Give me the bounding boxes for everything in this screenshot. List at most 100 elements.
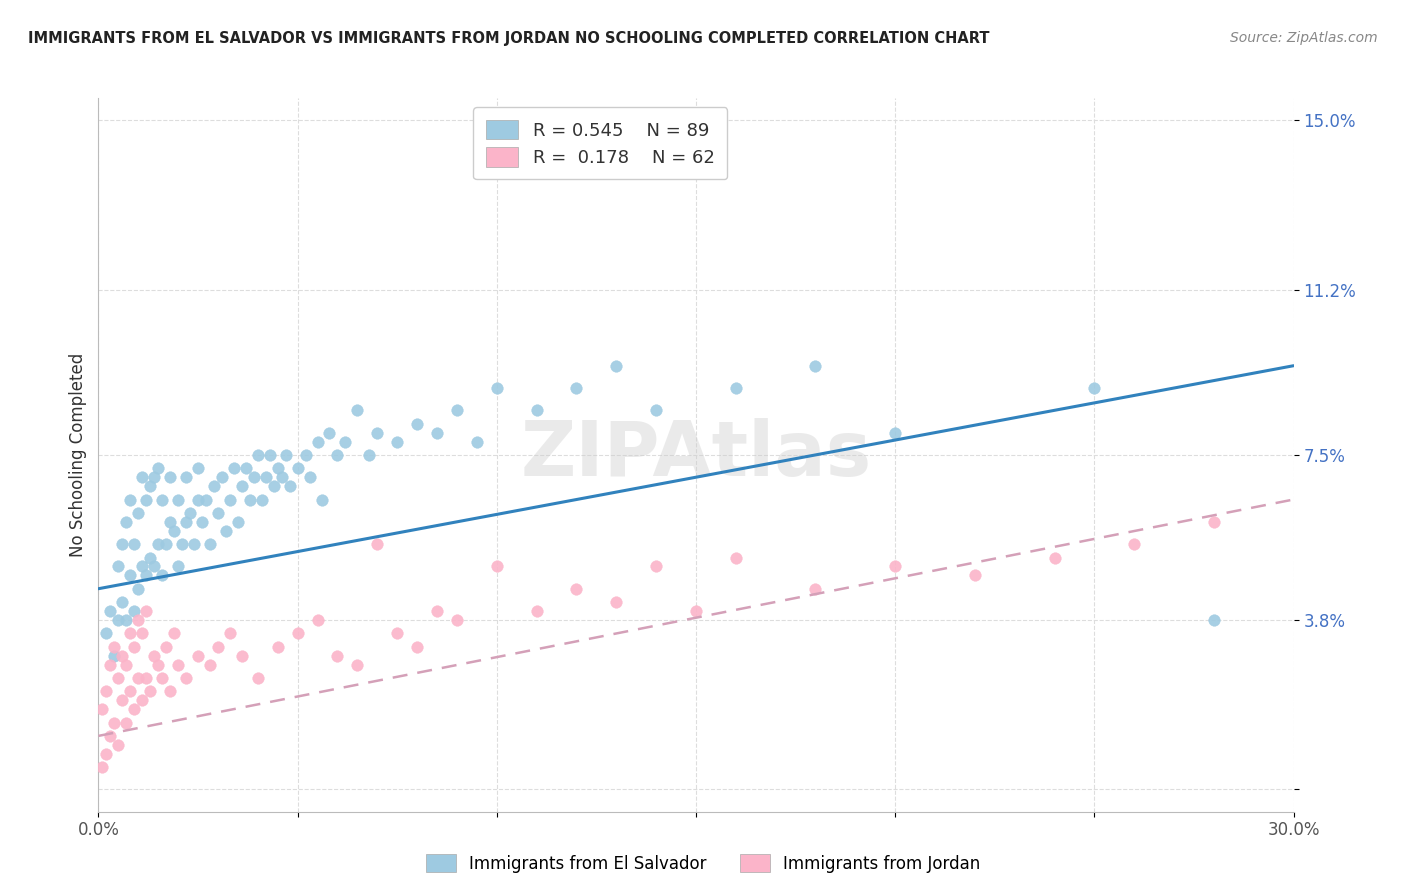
Text: Source: ZipAtlas.com: Source: ZipAtlas.com bbox=[1230, 31, 1378, 45]
Point bbox=[111, 595, 134, 609]
Point bbox=[198, 537, 221, 551]
Point bbox=[127, 671, 149, 685]
Point bbox=[963, 568, 986, 582]
Point bbox=[335, 434, 357, 449]
Point bbox=[215, 524, 238, 538]
Legend: R = 0.545    N = 89, R =  0.178    N = 62: R = 0.545 N = 89, R = 0.178 N = 62 bbox=[474, 107, 727, 179]
Point bbox=[263, 479, 285, 493]
Point bbox=[143, 559, 166, 574]
Text: IMMIGRANTS FROM EL SALVADOR VS IMMIGRANTS FROM JORDAN NO SCHOOLING COMPLETED COR: IMMIGRANTS FROM EL SALVADOR VS IMMIGRANT… bbox=[28, 31, 990, 46]
Point bbox=[124, 702, 146, 716]
Point bbox=[235, 461, 257, 475]
Point bbox=[307, 434, 329, 449]
Point bbox=[124, 604, 146, 618]
Point bbox=[222, 461, 245, 475]
Point bbox=[385, 434, 409, 449]
Point bbox=[207, 640, 229, 654]
Point bbox=[385, 626, 409, 640]
Point bbox=[139, 684, 162, 698]
Point bbox=[187, 492, 209, 507]
Point bbox=[139, 550, 162, 565]
Point bbox=[135, 492, 157, 507]
Point bbox=[366, 425, 388, 440]
Point bbox=[270, 470, 292, 484]
Point bbox=[96, 684, 118, 698]
Point bbox=[202, 479, 225, 493]
Point bbox=[159, 684, 181, 698]
Point bbox=[605, 595, 627, 609]
Point bbox=[884, 425, 907, 440]
Point bbox=[1202, 515, 1225, 529]
Point bbox=[135, 671, 157, 685]
Point bbox=[211, 470, 233, 484]
Point bbox=[346, 403, 368, 417]
Point bbox=[167, 657, 190, 672]
Point bbox=[685, 604, 707, 618]
Point bbox=[179, 506, 201, 520]
Point bbox=[127, 613, 149, 627]
Text: ZIPAtlas: ZIPAtlas bbox=[520, 418, 872, 491]
Point bbox=[96, 626, 118, 640]
Point bbox=[254, 470, 277, 484]
Point bbox=[267, 640, 290, 654]
Point bbox=[167, 559, 190, 574]
Point bbox=[485, 381, 508, 395]
Point bbox=[150, 671, 173, 685]
Point bbox=[526, 604, 548, 618]
Point bbox=[267, 461, 290, 475]
Point bbox=[191, 515, 214, 529]
Point bbox=[426, 604, 449, 618]
Point bbox=[120, 626, 142, 640]
Point bbox=[311, 492, 333, 507]
Point bbox=[103, 648, 125, 663]
Point bbox=[259, 448, 281, 462]
Point bbox=[239, 492, 262, 507]
Point bbox=[174, 671, 197, 685]
Point bbox=[366, 537, 388, 551]
Point bbox=[124, 537, 146, 551]
Point bbox=[219, 492, 242, 507]
Point bbox=[307, 613, 329, 627]
Point bbox=[287, 626, 309, 640]
Point bbox=[135, 604, 157, 618]
Point bbox=[246, 448, 269, 462]
Point bbox=[148, 537, 170, 551]
Point bbox=[250, 492, 273, 507]
Point bbox=[107, 738, 129, 752]
Point bbox=[326, 648, 349, 663]
Point bbox=[274, 448, 297, 462]
Point bbox=[131, 693, 153, 707]
Point bbox=[446, 613, 468, 627]
Point bbox=[103, 715, 125, 730]
Point bbox=[135, 568, 157, 582]
Point bbox=[143, 470, 166, 484]
Point bbox=[231, 479, 253, 493]
Point bbox=[107, 613, 129, 627]
Point bbox=[565, 582, 588, 596]
Point bbox=[150, 492, 173, 507]
Legend: Immigrants from El Salvador, Immigrants from Jordan: Immigrants from El Salvador, Immigrants … bbox=[419, 847, 987, 880]
Point bbox=[318, 425, 340, 440]
Point bbox=[143, 648, 166, 663]
Point bbox=[174, 515, 197, 529]
Point bbox=[226, 515, 249, 529]
Point bbox=[98, 729, 122, 743]
Point bbox=[131, 626, 153, 640]
Y-axis label: No Schooling Completed: No Schooling Completed bbox=[69, 353, 87, 557]
Point bbox=[605, 359, 627, 373]
Point bbox=[139, 479, 162, 493]
Point bbox=[107, 559, 129, 574]
Point bbox=[526, 403, 548, 417]
Point bbox=[174, 470, 197, 484]
Point bbox=[159, 515, 181, 529]
Point bbox=[150, 568, 173, 582]
Point bbox=[645, 559, 668, 574]
Point bbox=[155, 640, 177, 654]
Point bbox=[231, 648, 253, 663]
Point bbox=[1123, 537, 1146, 551]
Point bbox=[120, 684, 142, 698]
Point bbox=[120, 568, 142, 582]
Point bbox=[127, 506, 149, 520]
Point bbox=[159, 470, 181, 484]
Point bbox=[446, 403, 468, 417]
